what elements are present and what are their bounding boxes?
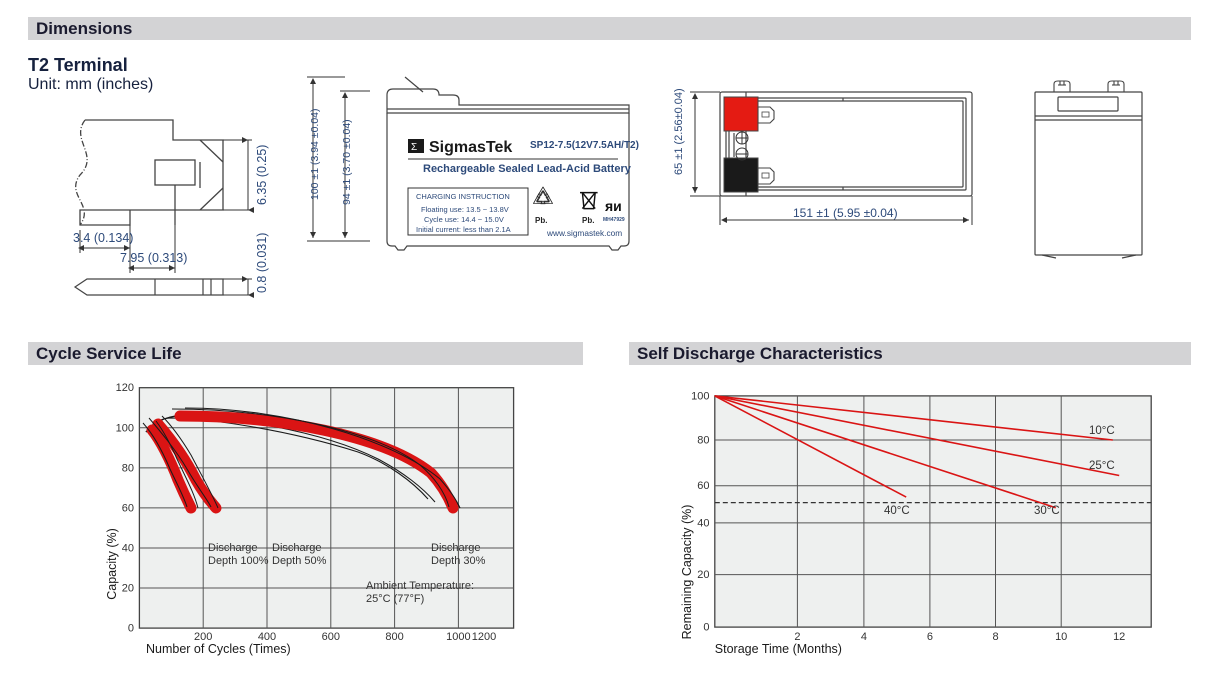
svg-text:3.4 (0.134): 3.4 (0.134)	[73, 231, 133, 245]
svg-text:Cycle use: 14.4 ~ 15.0V: Cycle use: 14.4 ~ 15.0V	[424, 215, 504, 224]
svg-text:100 ±1 (3.94 ±0.04): 100 ±1 (3.94 ±0.04)	[309, 108, 321, 200]
svg-text:40°C: 40°C	[884, 505, 910, 517]
svg-text:0.8 (0.031): 0.8 (0.031)	[255, 233, 269, 293]
svg-text:6: 6	[927, 631, 933, 643]
svg-text:Depth 50%: Depth 50%	[272, 555, 327, 567]
svg-text:Pb.: Pb.	[582, 216, 594, 225]
svg-text:40: 40	[697, 517, 709, 529]
svg-text:151 ±1 (5.95 ±0.04): 151 ±1 (5.95 ±0.04)	[793, 206, 898, 220]
svg-text:6.35 (0.25): 6.35 (0.25)	[255, 145, 269, 205]
svg-text:ᴙᴎ: ᴙᴎ	[605, 198, 622, 214]
svg-text:0: 0	[128, 623, 134, 635]
svg-text:10°C: 10°C	[1089, 425, 1115, 437]
svg-text:1200: 1200	[472, 631, 496, 643]
svg-text:MH47929: MH47929	[603, 217, 625, 223]
svg-text:0: 0	[703, 622, 709, 634]
svg-text:Discharge: Discharge	[208, 542, 258, 554]
svg-text:www.sigmastek.com: www.sigmastek.com	[546, 228, 622, 238]
svg-text:30°C: 30°C	[1034, 505, 1060, 517]
svg-text:Number of Cycles (Times): Number of Cycles (Times)	[146, 642, 291, 656]
svg-text:Discharge: Discharge	[272, 542, 322, 554]
svg-text:Rechargeable Sealed Lead-Acid: Rechargeable Sealed Lead-Acid Battery	[423, 163, 632, 175]
svg-text:SP12-7.5(12V7.5AH/T2): SP12-7.5(12V7.5AH/T2)	[530, 140, 639, 151]
svg-text:100: 100	[116, 422, 134, 434]
svg-text:800: 800	[385, 631, 403, 643]
svg-text:60: 60	[697, 480, 709, 492]
svg-text:25°C: 25°C	[1089, 460, 1115, 472]
svg-text:Ambient Temperature:: Ambient Temperature:	[366, 580, 474, 592]
svg-text:Remaining Capacity (%): Remaining Capacity (%)	[680, 505, 694, 640]
svg-text:10: 10	[1055, 631, 1067, 643]
svg-text:CHARGING INSTRUCTION: CHARGING INSTRUCTION	[416, 192, 510, 201]
svg-text:Initial current: less than 2.1: Initial current: less than 2.1A	[416, 225, 511, 234]
svg-text:60: 60	[122, 502, 134, 514]
svg-text:4: 4	[861, 631, 867, 643]
svg-text:Capacity (%): Capacity (%)	[105, 528, 119, 600]
svg-text:1000: 1000	[446, 631, 470, 643]
svg-text:20: 20	[697, 569, 709, 581]
svg-text:120: 120	[116, 382, 134, 394]
svg-text:Storage Time (Months): Storage Time (Months)	[715, 642, 842, 656]
svg-text:7.95 (0.313): 7.95 (0.313)	[120, 251, 187, 265]
svg-text:25°C (77°F): 25°C (77°F)	[366, 593, 424, 605]
svg-text:100: 100	[691, 390, 709, 402]
svg-text:Discharge: Discharge	[431, 542, 481, 554]
svg-text:80: 80	[697, 435, 709, 447]
svg-text:Floating use: 13.5 ~ 13.8V: Floating use: 13.5 ~ 13.8V	[421, 205, 509, 214]
svg-text:80: 80	[122, 462, 134, 474]
svg-text:Depth 30%: Depth 30%	[431, 555, 486, 567]
svg-text:Pb.: Pb.	[535, 216, 547, 225]
svg-text:600: 600	[322, 631, 340, 643]
svg-text:65 ±1 (2.56±0.04): 65 ±1 (2.56±0.04)	[673, 88, 685, 175]
svg-text:8: 8	[992, 631, 998, 643]
svg-text:Depth 100%: Depth 100%	[208, 555, 269, 567]
svg-text:SigmasTek: SigmasTek	[429, 139, 512, 156]
svg-text:94 ±1 (3.70 ±0.04): 94 ±1 (3.70 ±0.04)	[341, 119, 353, 205]
svg-text:20: 20	[122, 583, 134, 595]
svg-text:40: 40	[122, 543, 134, 555]
svg-text:12: 12	[1113, 631, 1125, 643]
svg-text:Σ: Σ	[411, 142, 417, 153]
